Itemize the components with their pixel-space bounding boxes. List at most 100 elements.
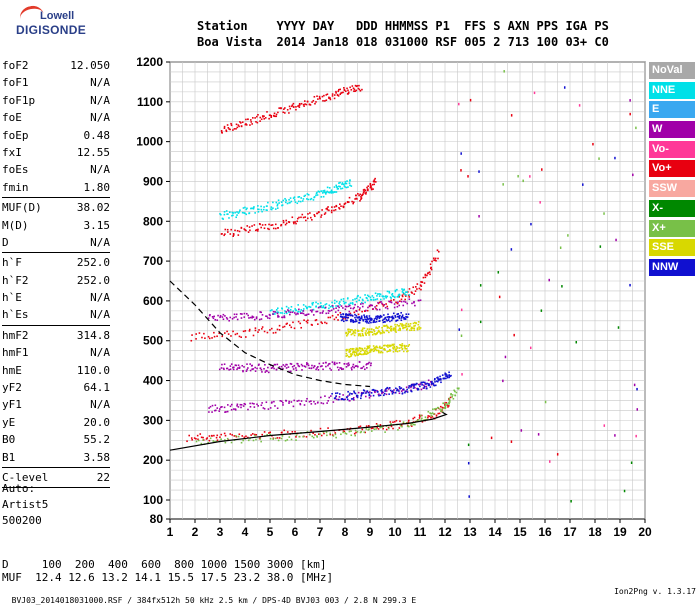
echo-point xyxy=(365,318,368,321)
echo-point xyxy=(320,321,323,323)
echo-point xyxy=(247,231,250,233)
echo-point xyxy=(323,189,326,192)
echo-point xyxy=(400,300,403,303)
echo-point xyxy=(331,314,334,317)
polarization-legend: NoVal NNE E W Vo- Vo+ SSW X- X+ SSE NNW xyxy=(649,62,695,279)
echo-point xyxy=(249,405,252,408)
echo-point xyxy=(223,234,225,237)
echo-point xyxy=(288,324,291,327)
echo-point xyxy=(404,390,407,393)
echo-point xyxy=(414,423,416,426)
noise-point xyxy=(623,489,626,493)
echo-point xyxy=(327,191,330,194)
noise-point xyxy=(522,179,524,183)
echo-point xyxy=(370,304,372,306)
echo-point xyxy=(400,316,403,318)
echo-point xyxy=(207,442,209,444)
echo-point xyxy=(383,344,385,347)
echo-point xyxy=(298,435,301,438)
echo-point xyxy=(324,321,326,324)
echo-point xyxy=(243,402,246,405)
echo-point xyxy=(345,355,348,357)
echo-point xyxy=(288,105,291,108)
echo-point xyxy=(342,398,344,401)
x-tick-label: 1 xyxy=(167,525,174,539)
echo-point xyxy=(438,379,440,382)
echo-point xyxy=(394,323,396,326)
echo-point xyxy=(335,300,338,303)
echo-point xyxy=(274,115,276,118)
echo-point xyxy=(337,305,339,307)
y-tick-label: 800 xyxy=(143,214,163,228)
echo-point xyxy=(293,327,296,330)
echo-point xyxy=(317,323,319,325)
param-name: fmin xyxy=(2,180,29,194)
echo-point xyxy=(347,186,349,188)
echo-point xyxy=(260,368,263,371)
echo-point xyxy=(388,292,391,294)
echo-point xyxy=(401,288,403,290)
echo-point xyxy=(301,369,303,371)
echo-point xyxy=(417,387,419,390)
echo-point xyxy=(368,328,371,330)
echo-point xyxy=(436,376,438,379)
echo-point xyxy=(435,384,437,387)
noise-point xyxy=(467,461,470,465)
noise-point xyxy=(510,248,513,251)
echo-point xyxy=(299,322,302,325)
echo-point xyxy=(353,366,356,369)
echo-point xyxy=(290,326,293,329)
echo-point xyxy=(362,299,364,302)
echo-point xyxy=(444,372,447,375)
echo-point xyxy=(400,346,403,349)
echo-point xyxy=(246,225,249,227)
echo-point xyxy=(420,414,422,417)
echo-point xyxy=(401,425,403,428)
echo-point xyxy=(267,366,269,369)
param-separator xyxy=(2,487,110,489)
echo-point xyxy=(221,363,223,366)
noise-point xyxy=(559,246,562,249)
echo-point xyxy=(350,355,352,358)
echo-point xyxy=(285,199,287,202)
echo-point xyxy=(344,202,347,205)
echo-point xyxy=(248,226,251,228)
echo-point xyxy=(369,182,372,185)
echo-point xyxy=(358,361,361,363)
echo-point xyxy=(255,316,258,318)
echo-point xyxy=(263,367,265,370)
echo-point xyxy=(291,431,294,433)
echo-point xyxy=(269,433,271,436)
noise-point xyxy=(479,320,482,324)
echo-point xyxy=(223,432,226,435)
echo-point xyxy=(433,413,435,415)
echo-point xyxy=(350,398,353,400)
echo-point xyxy=(349,330,352,333)
echo-point xyxy=(381,329,384,332)
echo-point xyxy=(338,88,340,91)
echo-point xyxy=(226,228,229,231)
echo-point xyxy=(274,405,276,407)
echo-point xyxy=(408,425,410,428)
echo-point xyxy=(209,314,211,316)
echo-point xyxy=(287,311,290,313)
echo-point xyxy=(348,356,351,358)
echo-point xyxy=(331,93,334,95)
distance-row: D 100 200 400 600 800 1000 1500 3000 [km… xyxy=(2,558,327,571)
echo-point xyxy=(193,437,196,439)
echo-point xyxy=(353,320,355,323)
echo-point xyxy=(434,377,436,380)
echo-point xyxy=(346,398,349,401)
echo-point xyxy=(347,314,350,316)
echo-point xyxy=(274,311,276,313)
echo-point xyxy=(444,404,447,407)
x-tick-label: 10 xyxy=(388,525,402,539)
echo-point xyxy=(260,328,263,330)
echo-point xyxy=(286,202,289,205)
echo-point xyxy=(238,211,241,213)
echo-point xyxy=(429,380,432,383)
echo-point xyxy=(226,318,229,320)
echo-point xyxy=(398,390,400,392)
echo-point xyxy=(384,390,386,392)
echo-point xyxy=(230,122,232,125)
